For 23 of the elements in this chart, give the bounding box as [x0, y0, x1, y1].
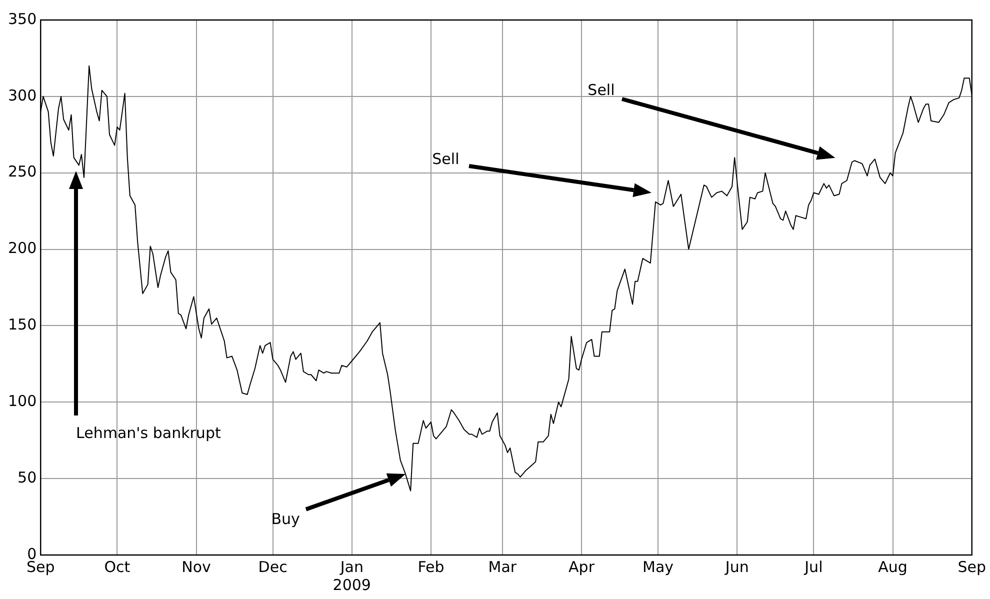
x-tick-label: Oct: [104, 558, 130, 576]
x-tick-label: Nov: [182, 558, 212, 576]
annotation: Sell: [432, 150, 460, 168]
y-tick-label: 150: [8, 316, 37, 334]
x-tick-label: May: [642, 558, 674, 576]
y-tick-label: 200: [8, 239, 37, 258]
y-tick-label: 250: [8, 162, 37, 181]
y-tick-label: 100: [8, 392, 37, 410]
x-tick-label: Dec: [258, 558, 288, 576]
annotation: Buy: [271, 510, 300, 528]
y-tick-label: 50: [18, 468, 37, 486]
y-tick-label: 350: [8, 10, 37, 28]
annotation: Sell: [588, 80, 615, 99]
x-tick-label: Apr: [568, 558, 596, 576]
x-tick-label: Mar: [488, 558, 518, 576]
annotation: Lehman's bankrupt: [76, 424, 221, 442]
y-tick-label: 300: [8, 86, 37, 104]
x-tick-label: Feb: [418, 558, 444, 576]
x-tick-label: Aug: [878, 558, 908, 576]
x-tick-label: Jan 2009: [332, 558, 371, 594]
x-tick-label: Jul: [804, 558, 823, 576]
x-tick-label: Jun: [724, 558, 749, 576]
x-tick-label: Sep: [958, 558, 986, 576]
